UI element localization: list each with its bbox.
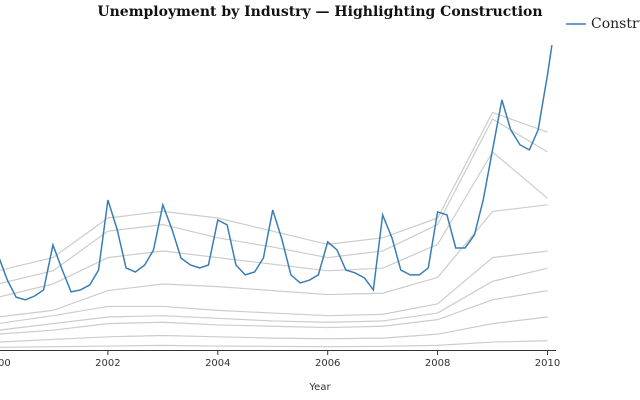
x-tick-label: 2010 [535,358,560,369]
x-tick-label: 2002 [95,358,120,369]
series-line [0,111,548,271]
series-line [0,290,548,335]
plot-area [0,44,553,348]
series-line [0,118,548,285]
series-line [0,151,548,298]
x-tick-label: 2006 [315,358,340,369]
x-tick-label: 2000 [0,358,11,369]
series-line [0,204,548,318]
legend-label: Construction [591,16,640,32]
x-tick-label: 2004 [205,358,230,369]
series-line [0,250,548,324]
series-line [0,316,548,343]
chart-title: Unemployment by Industry — Highlighting … [97,4,542,20]
series-line [0,267,548,331]
series-line [0,340,548,348]
x-axis-label: Year [308,382,331,393]
highlight-line [0,44,553,301]
x-tick-label: 2008 [425,358,450,369]
